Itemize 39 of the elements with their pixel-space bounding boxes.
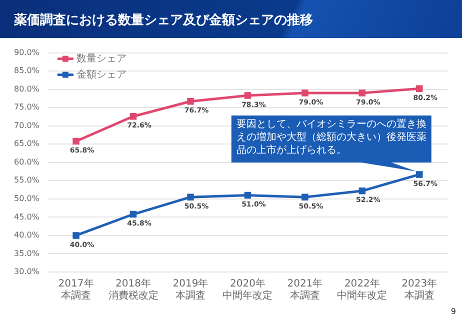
y-tick-label: 90.0% <box>14 48 40 57</box>
y-tick-label: 85.0% <box>14 66 40 76</box>
point <box>72 138 80 145</box>
point <box>130 112 137 120</box>
y-tick-label: 45.0% <box>14 212 40 222</box>
point <box>244 92 252 99</box>
legend-label: 数量シェア <box>76 53 126 64</box>
point <box>358 188 366 194</box>
x-tick-label: 2021年本調査 <box>287 278 323 302</box>
x-tick-label: 2022年中間年改定 <box>337 278 388 302</box>
point <box>187 194 194 200</box>
point <box>416 171 423 178</box>
chart-title: 薬価調査における数量シェア及び金額シェアの推移 <box>14 12 313 29</box>
point <box>130 210 137 218</box>
y-tick-label: 55.0% <box>14 176 40 185</box>
y-tick-label: 50.0% <box>14 194 40 204</box>
x-tick-label: 2020年中間年改定 <box>222 278 273 302</box>
y-tick-label: 60.0% <box>14 157 40 166</box>
annotation: 要因として、バイオシミラーのへの置き換えの増加や大型（総額の大きい）後発医薬品の上市が上げられる。 <box>236 118 426 156</box>
point <box>302 194 308 200</box>
y-tick-label: 65.0% <box>14 139 40 148</box>
y-tick-label: 40.0% <box>14 230 40 240</box>
x-tick-label: 2018年消費税改定 <box>108 278 158 302</box>
y-tick-label: 70.0% <box>14 120 40 130</box>
y-tick-label: 30.0% <box>14 267 40 276</box>
point <box>416 85 423 92</box>
point <box>244 192 252 199</box>
y-tick-label: 80.0% <box>14 84 40 94</box>
point <box>358 90 366 96</box>
point <box>72 232 80 239</box>
y-tick-label: 75.0% <box>14 102 40 112</box>
y-tick-label: 35.0% <box>14 248 40 258</box>
point <box>302 90 308 96</box>
legend-label: 金額シェア <box>76 68 126 80</box>
x-tick-label: 2023年本調査 <box>402 278 438 302</box>
text: 9 <box>450 307 456 316</box>
point <box>187 98 194 105</box>
x-tick-label: 2017年本調査 <box>58 278 94 302</box>
x-tick-label: 2019年本調査 <box>172 278 208 302</box>
